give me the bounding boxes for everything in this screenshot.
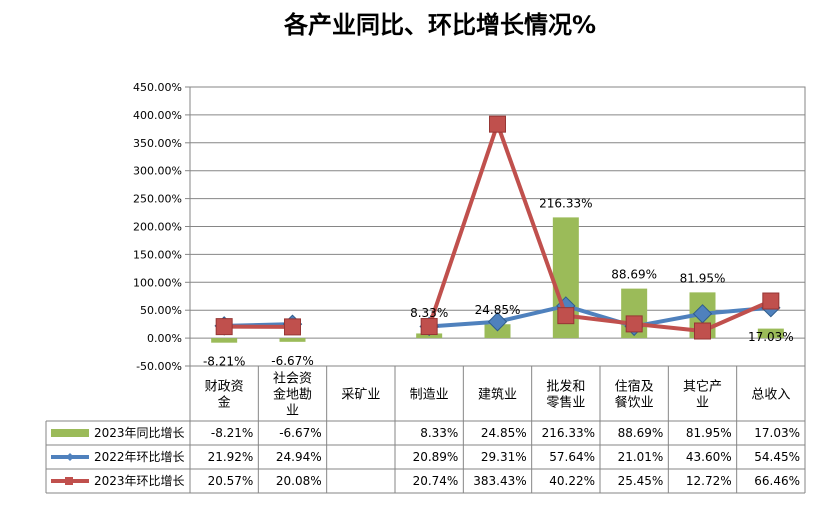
table-cell: 21.01% — [618, 450, 664, 464]
category-label: 社会资 — [273, 371, 312, 387]
table-cell: 88.69% — [618, 426, 664, 440]
series-line — [427, 122, 772, 334]
y-tick-label: 100.00% — [133, 276, 182, 289]
table-cell: 57.64% — [549, 450, 595, 464]
data-labels: -8.21% -6.67% 8.33% 24.85% 216.33% 88.69% 81.9… — [203, 196, 794, 368]
category-label: 采矿业 — [341, 388, 380, 403]
square-marker — [284, 318, 301, 336]
y-tick-label: 250.00% — [133, 193, 182, 206]
category-label: 建筑业 — [478, 387, 517, 403]
chart-title: 各产业同比、环比增长情况% — [283, 11, 596, 39]
data-label: -6.67% — [271, 354, 313, 368]
table-cell: 383.43% — [473, 474, 526, 488]
bar — [211, 338, 238, 343]
y-tick-label: -50.00% — [136, 360, 182, 373]
table-cell: 25.45% — [618, 474, 664, 488]
table-cell: -6.67% — [279, 426, 321, 440]
y-tick-label: 50.00% — [140, 304, 182, 317]
data-label: 17.03% — [748, 330, 794, 344]
table-cell: 216.33% — [542, 426, 595, 440]
square-marker — [489, 115, 506, 133]
legend-key-square — [65, 477, 73, 485]
category-label: 业 — [696, 396, 709, 411]
table-cell: 66.46% — [754, 474, 800, 488]
diamond-marker — [487, 312, 508, 332]
series-name: 2023年环比增长 — [94, 474, 185, 488]
table-cell: 81.95% — [686, 426, 732, 440]
y-tick-label: 400.00% — [133, 109, 182, 122]
table-cell: 21.92% — [208, 450, 254, 464]
table-cell: 24.85% — [481, 426, 527, 440]
series-name: 2022年环比增长 — [94, 450, 185, 464]
category-label: 业 — [286, 404, 299, 419]
y-tick-label: 350.00% — [133, 137, 182, 150]
bar — [757, 328, 784, 339]
table-cell: 20.74% — [413, 474, 459, 488]
category-label: 住宿及 — [615, 379, 654, 395]
table-cell: 20.57% — [208, 474, 254, 488]
table-cell: 54.45% — [754, 450, 800, 464]
gridlines — [189, 86, 806, 367]
category-label: 总收入 — [751, 388, 790, 403]
legend-key-bar — [51, 429, 89, 437]
category-label: 制造业 — [410, 388, 449, 403]
square-marker — [420, 318, 438, 336]
y-axis: -50.00% 0.00% 50.00% 100.00% 150.00% 200.00% 2… — [133, 81, 190, 373]
table-cell: 43.60% — [686, 450, 732, 464]
category-label: 餐饮业 — [615, 395, 654, 411]
y-tick-label: 200.00% — [133, 221, 182, 234]
table-cell: 29.31% — [481, 450, 527, 464]
data-label: -8.21% — [203, 355, 245, 369]
table-cell: 8.33% — [420, 426, 458, 440]
y-tick-label: 300.00% — [133, 165, 182, 178]
y-tick-label: 150.00% — [133, 248, 182, 261]
category-label: 金地勘 — [273, 387, 312, 403]
table-cell: 17.03% — [754, 426, 800, 440]
bar — [279, 338, 306, 342]
data-label: 216.33% — [539, 196, 592, 210]
table-cell: 12.72% — [686, 474, 732, 488]
category-label: 零售业 — [546, 395, 585, 411]
table-cell: 24.94% — [276, 450, 322, 464]
y-tick-label: 450.00% — [133, 81, 182, 94]
data-label: 88.69% — [611, 268, 657, 282]
table-cell: 20.89% — [413, 450, 459, 464]
category-label: 金 — [218, 395, 231, 411]
square-marker — [557, 307, 575, 325]
series-name: 2023年同比增长 — [94, 426, 185, 440]
data-label: 8.33% — [410, 306, 448, 320]
square-marker — [694, 322, 711, 340]
data-label: 24.85% — [475, 303, 521, 317]
table-cell: 20.08% — [276, 474, 322, 488]
square-marker — [625, 315, 643, 333]
y-tick-label: 0.00% — [147, 332, 182, 345]
category-label: 其它产 — [683, 379, 722, 395]
category-label: 批发和 — [546, 379, 585, 395]
category-label: 财政资 — [205, 380, 244, 395]
square-marker — [762, 292, 780, 310]
table-cell: 40.22% — [549, 474, 595, 488]
series-line — [429, 303, 772, 329]
data-label: 81.95% — [680, 271, 726, 285]
line-series — [214, 115, 781, 340]
square-marker — [215, 318, 233, 336]
legend-key-diamond — [66, 453, 74, 461]
table-cell: -8.21% — [211, 426, 253, 440]
